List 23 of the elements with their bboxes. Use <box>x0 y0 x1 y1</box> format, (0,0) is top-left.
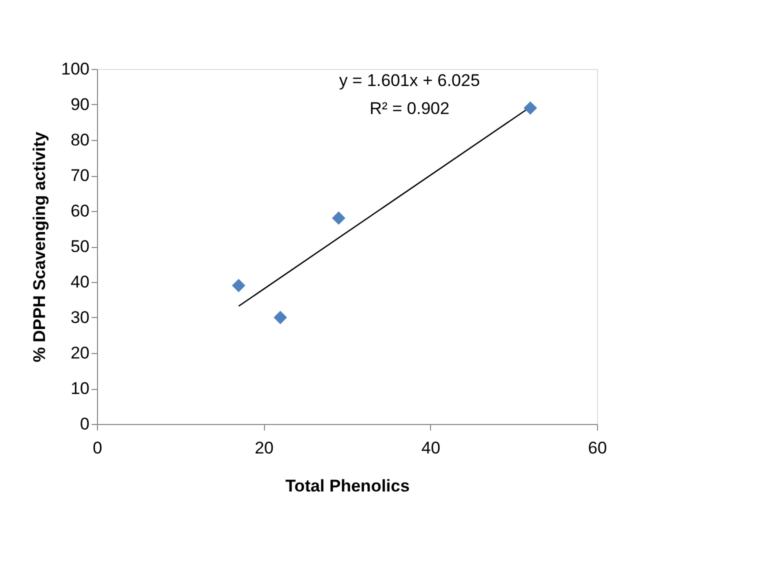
y-axis-title: % DPPH Scavenging activity <box>30 131 50 362</box>
y-tick-label: 60 <box>70 202 90 220</box>
point <box>332 211 346 225</box>
y-tick-label: 0 <box>80 414 90 434</box>
y-tick-label: 40 <box>70 272 90 292</box>
x-tick-label: 20 <box>254 438 274 458</box>
x-tick-label: 40 <box>421 438 440 458</box>
point <box>274 310 288 324</box>
y-tick-label: 90 <box>70 95 90 114</box>
x-tick-label: 0 <box>92 438 102 458</box>
y-tick-label: 50 <box>70 237 90 256</box>
y-tick-label: 100 <box>61 60 90 78</box>
y-tick-label: 10 <box>70 379 90 398</box>
point <box>232 278 246 292</box>
x-axis-title: Total Phenolics <box>285 476 410 496</box>
y-tick-label: 70 <box>70 166 90 185</box>
y-tick-label: 30 <box>70 308 90 327</box>
y-tick-label: 80 <box>70 130 90 150</box>
x-tick-label: 60 <box>588 438 607 458</box>
y-tick-label: 20 <box>70 344 90 362</box>
point <box>524 101 538 115</box>
annotation: R² = 0.902 <box>370 99 450 118</box>
annotation: y = 1.601x + 6.025 <box>339 71 480 90</box>
